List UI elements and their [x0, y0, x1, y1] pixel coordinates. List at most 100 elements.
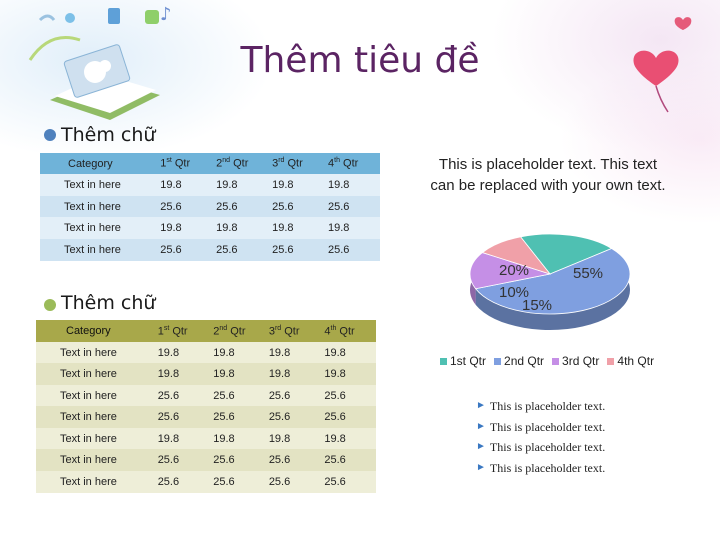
- legend-item-q3: 3rd Qtr: [552, 354, 599, 368]
- legend-item-q4: 4th Qtr: [607, 354, 654, 368]
- legend-label: 3rd Qtr: [562, 354, 600, 368]
- table-cell: 25.6: [216, 200, 238, 213]
- table-cell: 25.6: [324, 454, 346, 466]
- table-row: Text in here 19.8 19.8 19.8 19.8: [36, 342, 376, 363]
- list-item-text: This is placeholder text.: [489, 460, 606, 475]
- table-cell: Text in here: [60, 411, 117, 423]
- section1-heading: Thêm chữ: [61, 124, 156, 146]
- table-cell: 19.8: [268, 432, 291, 445]
- open-book-decoration-icon: ♪: [28, 4, 172, 120]
- table-cell: 25.6: [328, 244, 350, 256]
- table2-header-q4: 4th Qtr: [324, 324, 355, 338]
- legend-swatch: [607, 357, 615, 365]
- pie-slice-side: [475, 248, 630, 330]
- table-cell: 25.6: [216, 244, 238, 256]
- list-item-text: This is placeholder text.: [489, 440, 606, 454]
- legend-item-q2: 2nd Qtr: [494, 354, 544, 368]
- arrow-icon: ►: [476, 441, 486, 452]
- table-cell: Text in here: [60, 368, 117, 380]
- table-cell: 19.8: [157, 432, 180, 445]
- list-item: ► This is placeholder text.: [476, 458, 605, 479]
- table-cell: 19.8: [216, 222, 238, 234]
- pie-label-q2: 55%: [573, 265, 604, 282]
- pie-label-q4: 10%: [499, 284, 530, 301]
- table1-header-q4: 4th Qtr: [328, 157, 359, 170]
- arrow-icon: ►: [476, 461, 486, 473]
- table-row: Text in here 25.6 25.6 25.6 25.6: [36, 449, 376, 471]
- table-cell: 19.8: [213, 432, 235, 445]
- pie-label-q1: 20%: [499, 262, 530, 279]
- table-cell: 19.8: [268, 346, 291, 359]
- legend-label: 4th Qtr: [617, 354, 655, 368]
- table-cell: 19.8: [157, 346, 180, 359]
- table-cell: Text in here: [64, 200, 121, 213]
- chart-legend: 1st Qtr 2nd Qtr 3rd Qtr 4th Qtr: [440, 354, 654, 368]
- table-cell: 19.8: [268, 368, 291, 380]
- pie-label-q3: 15%: [522, 297, 553, 314]
- legend-item-q1: 1st Qtr: [440, 354, 486, 368]
- table-cell: 25.6: [160, 200, 182, 213]
- table-cell: 19.8: [213, 346, 235, 359]
- table-cell: 25.6: [324, 389, 346, 402]
- table-cell: Text in here: [60, 454, 117, 466]
- pie-chart: [469, 233, 631, 330]
- pie-slice-2nd-qtr: [474, 248, 631, 315]
- table-cell: 25.6: [157, 389, 180, 402]
- table-row: Text in here 25.6 25.6 25.6 25.6: [36, 471, 376, 493]
- table-cell: Text in here: [60, 432, 117, 445]
- table-row: Text in here 19.8 19.8 19.8 19.8: [40, 217, 380, 239]
- table-row: Text in here 25.6 25.6 25.6 25.6: [36, 385, 376, 406]
- table1-header-q2: 2nd Qtr: [216, 157, 249, 170]
- table-cell: 25.6: [213, 476, 235, 488]
- table-cell: 25.6: [268, 454, 291, 466]
- table-row: Text in here 19.8 19.8 19.8 19.8: [36, 428, 376, 449]
- legend-label: 2nd Qtr: [504, 354, 545, 368]
- table-cell: Text in here: [64, 222, 121, 234]
- legend-swatch: [494, 357, 502, 365]
- table-cell: 25.6: [157, 476, 180, 488]
- page-title: Thêm tiêu đề: [240, 40, 480, 81]
- list-item: ► This is placeholder text.: [476, 396, 605, 417]
- placeholder-caption: This is placeholder text. This text can …: [430, 156, 666, 194]
- section2-heading: Thêm chữ: [61, 292, 156, 314]
- table-cell: 25.6: [157, 411, 180, 423]
- table-cell: 19.8: [272, 179, 294, 191]
- table2-header-category: Category: [66, 325, 111, 337]
- table-cell: 25.6: [268, 389, 291, 402]
- table-cell: Text in here: [64, 179, 121, 191]
- table1-header-category: Category: [68, 157, 113, 170]
- table-row: Text in here 25.6 25.6 25.6 25.6: [40, 239, 380, 261]
- table-row: Text in here 25.6 25.6 25.6 25.6: [36, 406, 376, 428]
- table-cell: 25.6: [268, 411, 291, 423]
- pie-slice-3rd-qtr: [469, 252, 551, 290]
- table1-header-q3: 3rd Qtr: [272, 157, 303, 170]
- table-cell: 25.6: [324, 411, 346, 423]
- heart-balloon-icon: [633, 17, 692, 113]
- table2-header-q2: 2nd Qtr: [213, 324, 246, 338]
- table-cell: 25.6: [157, 454, 180, 466]
- table-cell: 19.8: [272, 222, 294, 234]
- bullet-list: ► This is placeholder text. ► This is plac…: [476, 396, 605, 478]
- table1-header-q1: 1st Qtr: [160, 157, 191, 170]
- table-1: Category 1st Qtr 2nd Qtr 3rd Qtr 4th Qtr…: [40, 153, 380, 261]
- table-row: Text in here 25.6 25.6 25.6 25.6: [40, 196, 380, 217]
- table-cell: 25.6: [324, 476, 346, 488]
- table-cell: 25.6: [272, 200, 294, 213]
- table-cell: 19.8: [213, 368, 235, 380]
- list-item-text: This is placeholder text.: [489, 419, 606, 434]
- section2-bullet-icon: [44, 299, 56, 311]
- arrow-icon: ►: [476, 400, 486, 411]
- table-cell: 19.8: [328, 179, 350, 191]
- table-cell: 19.8: [324, 432, 346, 445]
- table2-header-q3: 3rd Qtr: [268, 324, 300, 338]
- table-row: Text in here 19.8 19.8 19.8 19.8: [40, 174, 380, 196]
- table-2: Category 1st Qtr 2nd Qtr 3rd Qtr 4th Qtr…: [36, 320, 376, 493]
- list-item: ► This is placeholder text.: [476, 437, 605, 458]
- list-item: ► This is placeholder text.: [476, 417, 605, 438]
- table-cell: 25.6: [213, 389, 235, 402]
- table-cell: 25.6: [272, 244, 294, 256]
- table-cell: 19.8: [328, 222, 350, 234]
- table-row: Text in here 19.8 19.8 19.8 19.8: [36, 363, 376, 385]
- table-cell: 25.6: [160, 244, 182, 256]
- table-cell: 25.6: [268, 476, 291, 488]
